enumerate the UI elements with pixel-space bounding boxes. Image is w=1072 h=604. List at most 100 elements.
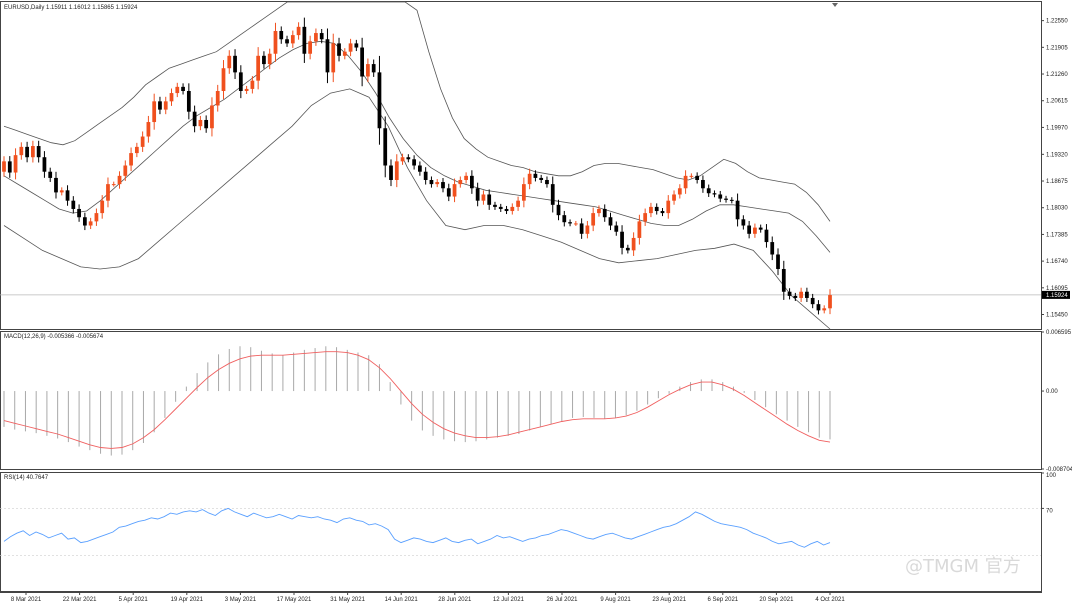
candle — [302, 17, 307, 63]
candle — [683, 170, 688, 194]
candle — [516, 196, 520, 211]
candle — [469, 170, 474, 194]
candle-body — [227, 55, 232, 69]
candle — [134, 142, 139, 158]
candle-body — [677, 188, 682, 195]
candle — [169, 88, 174, 106]
candle-body — [175, 86, 180, 94]
candle — [521, 177, 526, 208]
candle-body — [493, 204, 497, 207]
candle — [256, 47, 261, 90]
candle-body — [585, 225, 590, 234]
candle-body — [134, 146, 139, 154]
candle — [100, 195, 105, 219]
candle — [42, 151, 47, 178]
candle — [221, 60, 226, 100]
candle — [666, 195, 671, 219]
candle — [19, 142, 24, 160]
candle-body — [117, 175, 122, 185]
candle — [649, 202, 653, 218]
candle — [59, 187, 64, 196]
candle — [585, 220, 590, 239]
candle — [290, 30, 295, 48]
candle — [620, 225, 624, 255]
candle-body — [319, 33, 324, 40]
candle — [111, 181, 116, 187]
candle-body — [458, 179, 463, 185]
candle — [660, 208, 665, 217]
candle — [539, 174, 544, 183]
candle — [88, 217, 93, 230]
candle-body — [19, 146, 24, 156]
candle — [493, 201, 497, 210]
date-tick-label: 3 May 2021 — [225, 597, 257, 603]
candle — [314, 28, 318, 46]
candle — [637, 214, 642, 245]
candle-body — [608, 217, 613, 226]
candle-body — [94, 213, 99, 222]
candle — [487, 189, 492, 210]
candle-body — [706, 188, 711, 194]
candle-body — [123, 165, 128, 176]
candle-body — [181, 86, 185, 91]
candle — [464, 172, 468, 184]
candle-body — [423, 171, 428, 180]
candle — [753, 223, 757, 238]
candle-body — [787, 291, 792, 296]
candle — [631, 232, 636, 256]
candle — [423, 167, 428, 185]
candle — [608, 212, 613, 231]
candle-body — [637, 221, 642, 238]
candle-body — [371, 64, 376, 73]
candle-body — [539, 177, 544, 180]
candle-body — [210, 105, 214, 129]
candle-body — [683, 175, 688, 189]
chart-shift-marker-icon[interactable] — [832, 3, 838, 7]
candle — [429, 176, 434, 188]
last-price-label: 1.15924 — [1046, 293, 1068, 299]
candle — [360, 37, 365, 87]
candle-body — [556, 204, 561, 216]
bollinger-lower-line — [3, 88, 831, 330]
candle-body — [2, 161, 6, 172]
rsi-line — [3, 507, 831, 548]
candle-body — [129, 153, 133, 166]
candle — [123, 160, 128, 181]
candle-body — [256, 55, 261, 81]
candle-body — [660, 211, 665, 214]
candle-body — [793, 295, 798, 298]
candle — [573, 220, 578, 226]
candle-body — [262, 55, 266, 65]
candle-body — [42, 157, 47, 172]
candle-body — [31, 146, 35, 158]
candle — [654, 203, 659, 215]
candle-body — [550, 184, 555, 205]
candle-body — [383, 128, 388, 166]
candle-body — [111, 184, 116, 186]
candle-body — [325, 39, 330, 73]
price-tick-label: 1.22550 — [1046, 19, 1068, 25]
candle — [793, 292, 798, 301]
candle-body — [654, 206, 659, 212]
candle-body — [487, 194, 492, 205]
candle — [776, 248, 780, 276]
date-tick-label: 14 Jun 2021 — [385, 597, 419, 603]
candle — [2, 156, 6, 177]
candle — [764, 224, 769, 248]
candle-body — [435, 182, 440, 185]
price-tick-label: 1.21260 — [1046, 72, 1068, 78]
date-tick-label: 23 Aug 2021 — [652, 597, 686, 603]
candle-body — [516, 200, 520, 207]
candle-body — [13, 155, 18, 173]
candle — [337, 37, 341, 62]
candle — [729, 197, 734, 204]
candle-body — [267, 53, 272, 65]
candle — [458, 176, 463, 188]
candle-body — [418, 165, 422, 172]
date-tick-label: 19 Apr 2021 — [171, 597, 204, 603]
candle — [510, 203, 515, 215]
bollinger-upper-line — [3, 1, 831, 222]
candle — [556, 199, 561, 221]
candle — [342, 48, 347, 60]
candle-body — [331, 43, 336, 73]
